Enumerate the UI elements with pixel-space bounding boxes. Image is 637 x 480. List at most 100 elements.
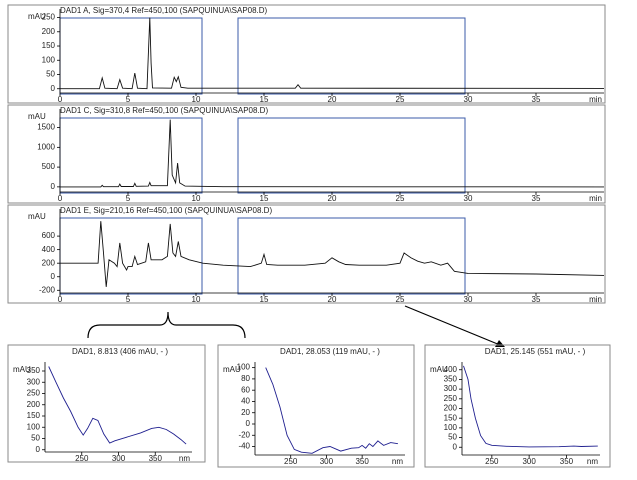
chart-panel: DAD1 C, Sig=310,8 Ref=450,100 (SAPQUINUA… bbox=[7, 104, 606, 204]
y-tick-label: 40 bbox=[241, 397, 250, 406]
y-tick-label: 0 bbox=[51, 272, 56, 281]
y-tick-label: 60 bbox=[241, 385, 250, 394]
y-axis-label: mAU bbox=[28, 212, 46, 221]
y-tick-label: 0 bbox=[51, 182, 56, 191]
y-tick-label: 400 bbox=[42, 245, 56, 254]
x-tick-label: 15 bbox=[260, 95, 269, 104]
x-axis-label: nm bbox=[179, 454, 190, 463]
selection-box bbox=[237, 217, 466, 295]
y-tick-label: -40 bbox=[238, 442, 250, 451]
y-tick-label: -20 bbox=[238, 430, 250, 439]
x-axis-label: min bbox=[589, 295, 602, 304]
panel-frame bbox=[7, 344, 206, 463]
y-tick-label: 150 bbox=[444, 413, 458, 422]
chart-panel: DAD1, 28.053 (119 mAU, - ) -40 -20 0 20 40 60 8… bbox=[217, 344, 415, 468]
data-line bbox=[265, 367, 398, 454]
chart-panel: DAD1, 8.813 (406 mAU, - ) 0 50 100 150 200 250… bbox=[7, 344, 206, 463]
y-tick-label: 50 bbox=[46, 70, 55, 79]
x-axis-label: min bbox=[589, 194, 602, 203]
y-tick-label: 400 bbox=[444, 365, 458, 374]
y-tick-label: 150 bbox=[27, 411, 41, 420]
y-tick-label: 0 bbox=[36, 445, 41, 454]
x-tick-label: 250 bbox=[284, 457, 298, 466]
chart-title: DAD1 E, Sig=210,16 Ref=450,100 (SAPQUINU… bbox=[60, 206, 272, 215]
chart-title: DAD1, 8.813 (406 mAU, - ) bbox=[72, 347, 168, 356]
selection-box bbox=[237, 117, 466, 194]
data-line bbox=[60, 221, 605, 287]
y-tick-label: 20 bbox=[241, 408, 250, 417]
y-tick-label: 250 bbox=[444, 394, 458, 403]
x-tick-label: 250 bbox=[75, 454, 89, 463]
x-tick-label: 25 bbox=[396, 95, 405, 104]
panel-frame bbox=[7, 104, 606, 204]
y-tick-label: 250 bbox=[42, 13, 56, 22]
x-tick-label: 35 bbox=[532, 95, 541, 104]
x-axis-label: nm bbox=[587, 457, 598, 466]
chart-title: DAD1, 25.145 (551 mAU, - ) bbox=[485, 347, 586, 356]
x-tick-label: 20 bbox=[328, 194, 337, 203]
x-tick-label: 0 bbox=[58, 95, 63, 104]
x-tick-label: 20 bbox=[328, 295, 337, 304]
y-axis-label: mAU bbox=[223, 365, 241, 374]
x-tick-label: 300 bbox=[112, 454, 126, 463]
x-tick-label: 5 bbox=[126, 295, 131, 304]
x-axis-label: min bbox=[589, 95, 602, 104]
y-axis-label: mAU bbox=[28, 112, 46, 121]
y-tick-label: 200 bbox=[27, 400, 41, 409]
chart-panel: DAD1 E, Sig=210,16 Ref=450,100 (SAPQUINU… bbox=[7, 204, 606, 304]
y-tick-label: 100 bbox=[444, 423, 458, 432]
x-tick-label: 25 bbox=[396, 194, 405, 203]
selection-box bbox=[59, 17, 203, 95]
y-tick-label: 100 bbox=[42, 55, 56, 64]
y-tick-label: 600 bbox=[42, 231, 56, 240]
y-tick-label: 350 bbox=[27, 366, 41, 375]
y-tick-label: 500 bbox=[42, 162, 56, 171]
panel-frame bbox=[217, 344, 415, 468]
x-tick-label: 350 bbox=[355, 457, 369, 466]
y-tick-label: 0 bbox=[246, 419, 251, 428]
data-line bbox=[60, 17, 605, 90]
chart-title: DAD1 C, Sig=310,8 Ref=450,100 (SAPQUINUA… bbox=[60, 106, 268, 115]
y-tick-label: 150 bbox=[42, 41, 56, 50]
x-tick-label: 30 bbox=[464, 194, 473, 203]
y-axis-label: mAU bbox=[430, 365, 448, 374]
y-axis-label: mAU bbox=[28, 12, 46, 21]
x-tick-label: 15 bbox=[260, 194, 269, 203]
y-tick-label: -200 bbox=[39, 285, 56, 294]
x-tick-label: 20 bbox=[328, 95, 337, 104]
x-tick-label: 0 bbox=[58, 295, 63, 304]
y-tick-label: 1500 bbox=[37, 123, 55, 132]
x-tick-label: 350 bbox=[560, 457, 574, 466]
brace bbox=[87, 311, 246, 339]
y-tick-label: 50 bbox=[31, 434, 40, 443]
x-tick-label: 250 bbox=[485, 457, 499, 466]
x-tick-label: 30 bbox=[464, 95, 473, 104]
x-tick-label: 10 bbox=[192, 95, 201, 104]
x-tick-label: 30 bbox=[464, 295, 473, 304]
data-line bbox=[60, 119, 605, 188]
y-tick-label: 0 bbox=[51, 84, 56, 93]
y-tick-label: 1000 bbox=[37, 142, 55, 151]
y-tick-label: 250 bbox=[27, 389, 41, 398]
arrow bbox=[404, 305, 501, 346]
x-tick-label: 35 bbox=[532, 194, 541, 203]
x-tick-label: 300 bbox=[320, 457, 334, 466]
panel-frame bbox=[7, 4, 606, 104]
panel-frame bbox=[424, 344, 611, 468]
y-tick-label: 300 bbox=[444, 384, 458, 393]
x-tick-label: 15 bbox=[260, 295, 269, 304]
selection-box bbox=[237, 17, 466, 95]
y-tick-label: 0 bbox=[453, 442, 458, 451]
y-tick-label: 200 bbox=[42, 27, 56, 36]
y-tick-label: 200 bbox=[444, 404, 458, 413]
x-tick-label: 300 bbox=[522, 457, 536, 466]
selection-box bbox=[59, 117, 203, 194]
x-tick-label: 5 bbox=[126, 95, 131, 104]
x-tick-label: 350 bbox=[149, 454, 163, 463]
x-tick-label: 35 bbox=[532, 295, 541, 304]
chart-panel: DAD1, 25.145 (551 mAU, - )05010015020025… bbox=[424, 344, 611, 468]
y-tick-label: 200 bbox=[42, 258, 56, 267]
y-tick-label: 50 bbox=[448, 433, 457, 442]
y-axis-label: mAU bbox=[13, 365, 31, 374]
